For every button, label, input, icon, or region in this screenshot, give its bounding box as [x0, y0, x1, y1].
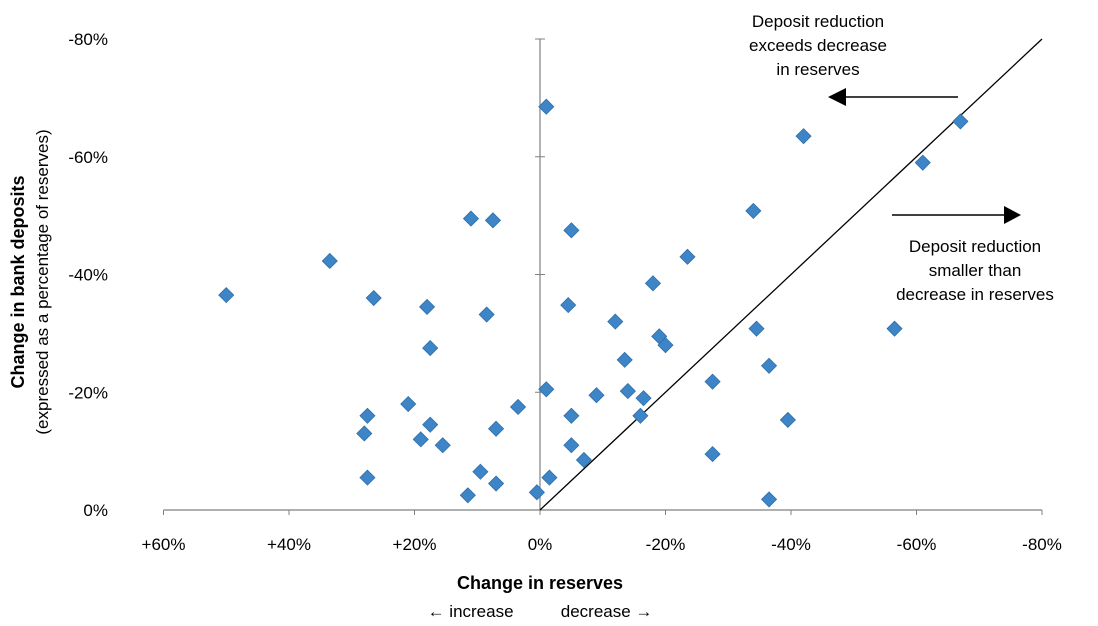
data-point — [644, 275, 662, 292]
annotation-exceeds-line-2: exceeds decrease — [749, 36, 887, 55]
x-tick-label: -40% — [771, 535, 811, 554]
x-axis-direction-label: ← increase decrease → — [428, 602, 653, 621]
x-tick-label: +20% — [393, 535, 437, 554]
x-tick-label: 0% — [528, 535, 553, 554]
data-point — [359, 407, 376, 424]
data-point — [412, 431, 429, 448]
x-tick-label: +60% — [142, 535, 186, 554]
data-point — [484, 212, 502, 229]
annotation-smaller: Deposit reduction smaller than decrease … — [892, 206, 1054, 304]
data-point — [914, 154, 931, 171]
arrow-right-head — [1004, 206, 1021, 224]
data-point — [541, 469, 558, 486]
x-axis-title: Change in reserves — [457, 573, 623, 593]
data-points — [218, 98, 969, 508]
y-axis-subtitle: (expressed as a percentage of reserves) — [33, 129, 52, 434]
data-point — [588, 387, 605, 404]
data-point — [434, 437, 451, 454]
axes — [163, 39, 1042, 511]
data-point — [356, 425, 373, 442]
data-point — [472, 463, 489, 480]
data-point — [886, 320, 903, 337]
annotation-exceeds-line-1: Deposit reduction — [752, 12, 884, 31]
y-axis-ticks: 0% -20% -40% -60% -80% — [68, 30, 545, 520]
data-point — [560, 297, 577, 314]
y-tick-label: -80% — [68, 30, 108, 49]
y-axis-title: Change in bank deposits — [8, 175, 28, 388]
data-point — [563, 407, 580, 424]
annotation-exceeds: Deposit reduction exceeds decrease in re… — [749, 12, 958, 106]
data-point — [321, 252, 338, 270]
x-axis-ticks: +60% +40% +20% 0% -20% -40% -60% -80% — [142, 510, 1062, 554]
data-point — [760, 491, 778, 508]
data-point — [575, 451, 592, 469]
data-point — [218, 287, 235, 304]
y-tick-label: -40% — [68, 266, 108, 285]
data-point — [488, 475, 505, 492]
data-point — [422, 340, 439, 357]
y-tick-label: 0% — [83, 501, 108, 520]
x-tick-label: +40% — [267, 535, 311, 554]
y-tick-label: -60% — [68, 148, 108, 167]
data-point — [528, 484, 545, 501]
data-point — [538, 381, 555, 398]
data-point — [952, 113, 969, 130]
data-point — [538, 98, 555, 115]
x-tick-label: -20% — [646, 535, 686, 554]
annotation-exceeds-line-3: in reserves — [776, 60, 859, 79]
data-point — [704, 373, 721, 390]
data-point — [748, 320, 765, 337]
data-point — [679, 248, 696, 265]
arrow-left-head — [828, 88, 846, 106]
y-tick-label: -20% — [68, 383, 108, 402]
data-point — [704, 446, 721, 463]
data-point — [365, 289, 382, 307]
annotation-smaller-line-1: Deposit reduction — [909, 237, 1041, 256]
data-point — [795, 128, 812, 145]
data-point — [509, 398, 527, 416]
data-point — [607, 313, 624, 330]
x-tick-label: -80% — [1022, 535, 1062, 554]
data-point — [563, 437, 580, 454]
data-point — [616, 351, 633, 368]
data-point — [632, 407, 649, 424]
data-point — [745, 202, 762, 219]
data-point — [563, 222, 580, 239]
data-point — [400, 395, 417, 413]
x-tick-label: -60% — [897, 535, 937, 554]
data-point — [462, 210, 480, 227]
data-point — [619, 383, 636, 400]
data-point — [478, 306, 495, 323]
data-point — [459, 487, 476, 504]
annotation-smaller-line-2: smaller than — [929, 261, 1022, 280]
data-point — [359, 469, 376, 486]
data-point — [779, 411, 796, 428]
data-point — [760, 357, 778, 374]
data-point — [418, 298, 436, 315]
annotation-smaller-line-3: decrease in reserves — [896, 285, 1054, 304]
data-point — [488, 420, 505, 437]
data-point — [422, 416, 439, 433]
data-point — [657, 337, 674, 354]
data-point — [635, 390, 652, 407]
